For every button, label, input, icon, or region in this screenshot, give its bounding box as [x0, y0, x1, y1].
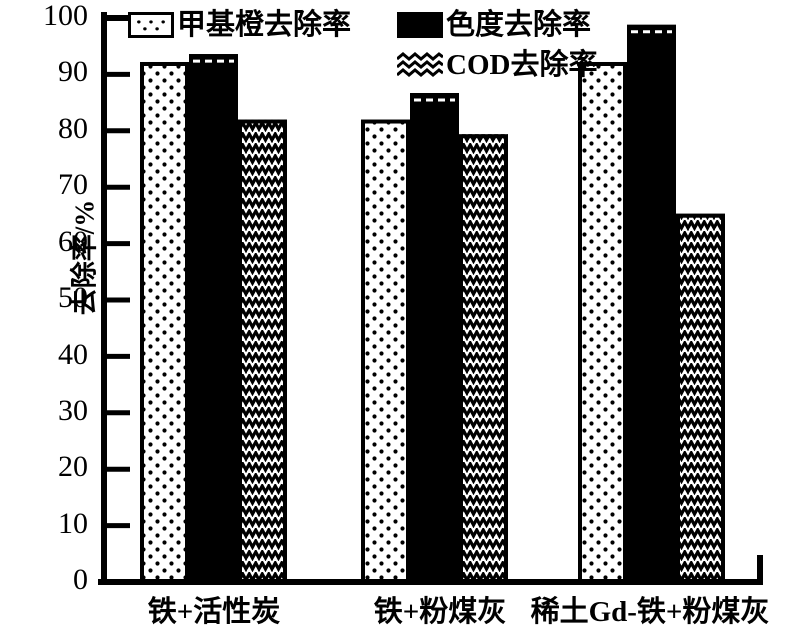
bar-2-1 [627, 24, 676, 584]
legend-label-1: 色度去除率 [446, 9, 592, 41]
legend-swatch-zigzag-icon [396, 52, 444, 78]
x-tick-label-2: 稀土Gd-铁+粉煤灰 [530, 596, 770, 628]
bar-2-0 [578, 61, 627, 584]
legend-label-0: 甲基橙去除率 [177, 9, 352, 41]
legend-swatch-dotted-icon [128, 12, 174, 38]
legend-item-1: 色度去除率 [397, 10, 591, 40]
legend-item-0: 甲基橙去除率 [128, 10, 351, 40]
bar-2-2 [676, 213, 725, 584]
bar-0-1 [189, 54, 238, 584]
bar-1-2 [459, 134, 508, 585]
x-tick-label-1: 铁+粉煤灰 [373, 596, 507, 628]
x-tick-label-0: 铁+活性炭 [147, 596, 281, 628]
bar-1-0 [361, 119, 410, 585]
legend-item-2: COD去除率 [396, 49, 598, 81]
legend-swatch-solid-icon [397, 12, 443, 38]
bar-1-1 [410, 93, 459, 585]
bar-0-0 [140, 61, 189, 584]
legend-label-2: COD去除率 [446, 49, 598, 81]
bar-0-2 [238, 119, 287, 585]
